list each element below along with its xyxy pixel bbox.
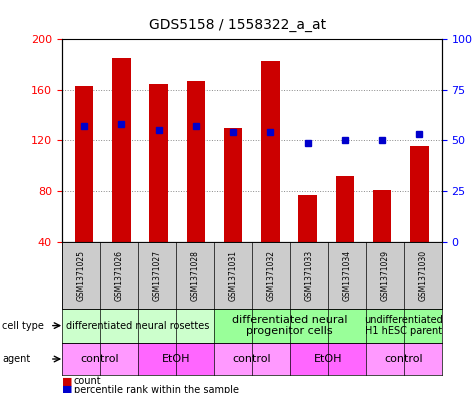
Text: GSM1371027: GSM1371027 [152, 250, 161, 301]
Text: EtOH: EtOH [162, 354, 190, 364]
Text: control: control [232, 354, 271, 364]
Text: cell type: cell type [2, 321, 44, 331]
Text: GSM1371025: GSM1371025 [76, 250, 85, 301]
Text: percentile rank within the sample: percentile rank within the sample [74, 385, 238, 393]
Bar [410, 145, 429, 242]
Text: differentiated neural rosettes: differentiated neural rosettes [66, 321, 209, 331]
Bar [224, 128, 242, 242]
Bar [373, 190, 391, 242]
Text: GSM1371028: GSM1371028 [190, 250, 199, 301]
Text: undifferentiated
H1 hESC parent: undifferentiated H1 hESC parent [364, 315, 443, 336]
Text: count: count [74, 376, 101, 386]
Bar [149, 84, 168, 242]
Text: EtOH: EtOH [314, 354, 342, 364]
Bar [187, 81, 205, 242]
Text: ■: ■ [62, 376, 72, 386]
Bar [335, 176, 354, 242]
Bar [298, 195, 317, 242]
Text: GSM1371031: GSM1371031 [228, 250, 237, 301]
Bar [261, 61, 280, 242]
Text: differentiated neural
progenitor cells: differentiated neural progenitor cells [232, 315, 348, 336]
Text: GSM1371026: GSM1371026 [114, 250, 123, 301]
Text: GSM1371029: GSM1371029 [380, 250, 389, 301]
Bar [112, 58, 131, 242]
Text: agent: agent [2, 354, 30, 364]
Text: GSM1371034: GSM1371034 [342, 250, 351, 301]
Text: GSM1371032: GSM1371032 [266, 250, 275, 301]
Text: control: control [80, 354, 119, 364]
Text: GDS5158 / 1558322_a_at: GDS5158 / 1558322_a_at [149, 18, 326, 32]
Text: ■: ■ [62, 385, 72, 393]
Text: control: control [384, 354, 423, 364]
Text: GSM1371033: GSM1371033 [304, 250, 313, 301]
Bar [75, 86, 94, 242]
Text: GSM1371030: GSM1371030 [418, 250, 427, 301]
